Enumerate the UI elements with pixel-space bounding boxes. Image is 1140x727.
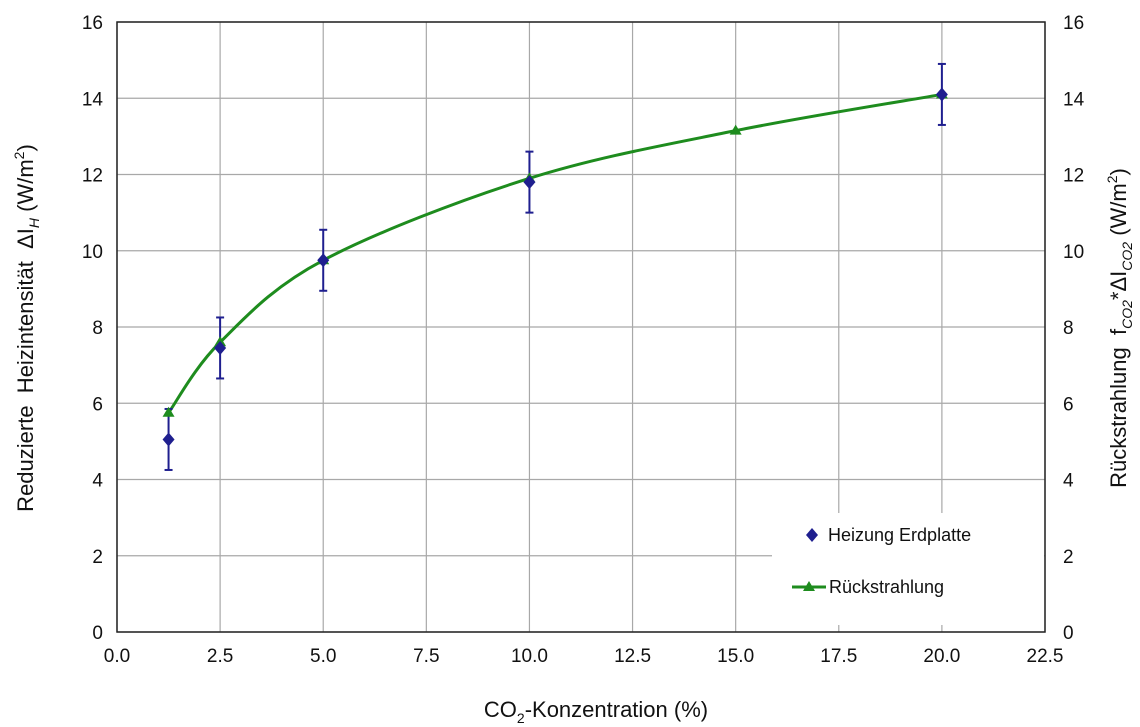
point-heizung (935, 87, 948, 102)
y-tick-label-right: 0 (1063, 623, 1074, 644)
x-tick-label: 12.5 (614, 646, 651, 667)
legend-label-heizung: Heizung Erdplatte (828, 525, 971, 545)
y-tick-label-left: 16 (82, 13, 103, 34)
y-tick-label-left: 12 (82, 166, 103, 187)
y-tick-label-right: 12 (1063, 166, 1084, 187)
point-rueckstrahlung (162, 406, 175, 417)
x-tick-label: 7.5 (413, 646, 439, 667)
y-tick-label-right: 4 (1063, 471, 1074, 492)
x-tick-label: 22.5 (1027, 646, 1064, 667)
y-tick-label-left: 14 (82, 89, 104, 110)
point-heizung (214, 340, 227, 355)
x-tick-label: 2.5 (207, 646, 233, 667)
legend-label-rueckstrahlung: Rückstrahlung (829, 577, 944, 597)
x-tick-label: 10.0 (511, 646, 548, 667)
x-tick-label: 20.0 (923, 646, 960, 667)
y-tick-label-left: 2 (92, 547, 103, 568)
x-tick-label: 15.0 (717, 646, 754, 667)
y-tick-labels-right: 0 2 4 6 8 10 12 14 16 (1063, 13, 1085, 644)
y-tick-label-left: 10 (82, 242, 103, 263)
y-tick-label-right: 6 (1063, 394, 1074, 415)
y-tick-label-left: 6 (92, 394, 103, 415)
legend-marker-rueckstrahlung (803, 581, 815, 591)
x-tick-label: 5.0 (310, 646, 336, 667)
point-rueckstrahlung (729, 124, 742, 135)
y-tick-label-right: 14 (1063, 89, 1085, 110)
legend-marker-heizung (806, 528, 818, 542)
plot-frame (116, 21, 1046, 633)
y-axis-title-right: Rückstrahlung fCO2*ΔICO2 (W/m2) (1104, 168, 1135, 488)
legend: Heizung Erdplatte Rückstrahlung (772, 513, 1044, 625)
point-heizung (162, 432, 175, 447)
y-tick-label-left: 0 (92, 623, 103, 644)
y-tick-label-left: 8 (92, 318, 103, 339)
x-axis-title: CO2-Konzentration (%) (484, 697, 708, 726)
x-tick-labels: 0.0 2.5 5.0 7.5 10.0 12.5 15.0 17.5 20.0 22.5 (104, 646, 1064, 667)
series-layer (162, 62, 948, 471)
series-line-rueckstrahlung (167, 92, 943, 414)
legend-box (772, 513, 1044, 625)
point-heizung (317, 253, 330, 268)
point-heizung (523, 175, 536, 190)
y-tick-label-right: 16 (1063, 13, 1084, 34)
y-tick-label-right: 8 (1063, 318, 1074, 339)
y-tick-label-right: 10 (1063, 242, 1084, 263)
y-tick-label-right: 2 (1063, 547, 1074, 568)
y-tick-label-left: 4 (92, 471, 103, 492)
y-tick-labels-left: 0 2 4 6 8 10 12 14 16 (82, 13, 104, 644)
y-axis-title-left: Reduzierte Heizintensität ΔIH (W/m2) (11, 144, 42, 512)
x-tick-label: 0.0 (104, 646, 130, 667)
x-tick-label: 17.5 (820, 646, 857, 667)
